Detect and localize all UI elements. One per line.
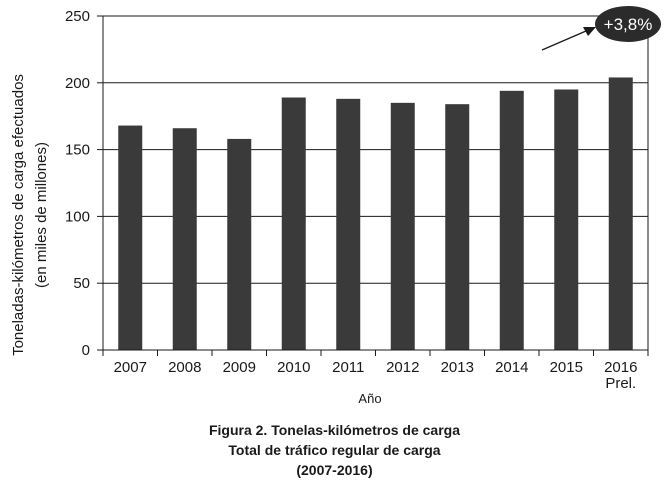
y-axis-title-line2: (en miles de millones) [33, 142, 50, 288]
x-tick-labels: 2007 2008 2009 2010 2011 2012 2013 2014 2015 2016… [114, 359, 638, 392]
y-tick-label: 250 [65, 8, 90, 25]
bar-2014 [499, 90, 524, 350]
bar-2009 [227, 138, 252, 350]
y-tick-label: 50 [73, 275, 90, 292]
bar-2007 [118, 125, 143, 350]
bar-2010 [281, 97, 306, 350]
caption-line-3: (2007-2016) [296, 462, 373, 478]
x-tick-label: 2010 [277, 359, 310, 376]
bar-2011 [336, 98, 361, 350]
bar-chart: 0 50 100 150 200 250 2007 2008 2009 2010 2011 2012… [10, 6, 661, 406]
x-tick-label: 2013 [441, 359, 474, 376]
x-tick-label: 2015 [550, 359, 583, 376]
x-tick-label: 2012 [386, 359, 419, 376]
x-tick-label: 2008 [168, 359, 201, 376]
y-tick-label: 200 [65, 75, 90, 92]
bar-2008 [172, 128, 197, 350]
bar-2015 [554, 89, 579, 350]
y-axis-title-line1: Toneladas-kilómetros de carga efectuados [10, 74, 27, 356]
bars [118, 77, 633, 351]
y-tick-label: 100 [65, 208, 90, 225]
bar-2013 [445, 104, 470, 351]
x-axis-title: Año [358, 391, 381, 406]
x-tick-sublabel: Prel. [605, 375, 636, 392]
x-tick-label: 2011 [332, 359, 364, 376]
x-tick-label: 2007 [114, 359, 147, 376]
bar-2012 [390, 102, 415, 350]
figure-caption: Figura 2. Tonelas-kilómetros de carga To… [0, 420, 669, 480]
x-tick-label: 2009 [223, 359, 256, 376]
y-tick-label: 0 [82, 342, 90, 359]
bar-2016 [608, 77, 633, 351]
x-tick-label: 2014 [495, 359, 528, 376]
annotation-arrow [541, 27, 596, 51]
x-tick-label: 2016 [604, 359, 637, 376]
caption-line-2: Total de tráfico regular de carga [228, 442, 441, 458]
y-tick-label: 150 [65, 142, 90, 159]
axes [97, 15, 649, 356]
y-tick-labels: 0 50 100 150 200 250 [65, 8, 90, 359]
caption-line-1: Figura 2. Tonelas-kilómetros de carga [208, 422, 461, 438]
annotation-badge [595, 6, 661, 42]
annotation-label: +3,8% [604, 15, 653, 34]
